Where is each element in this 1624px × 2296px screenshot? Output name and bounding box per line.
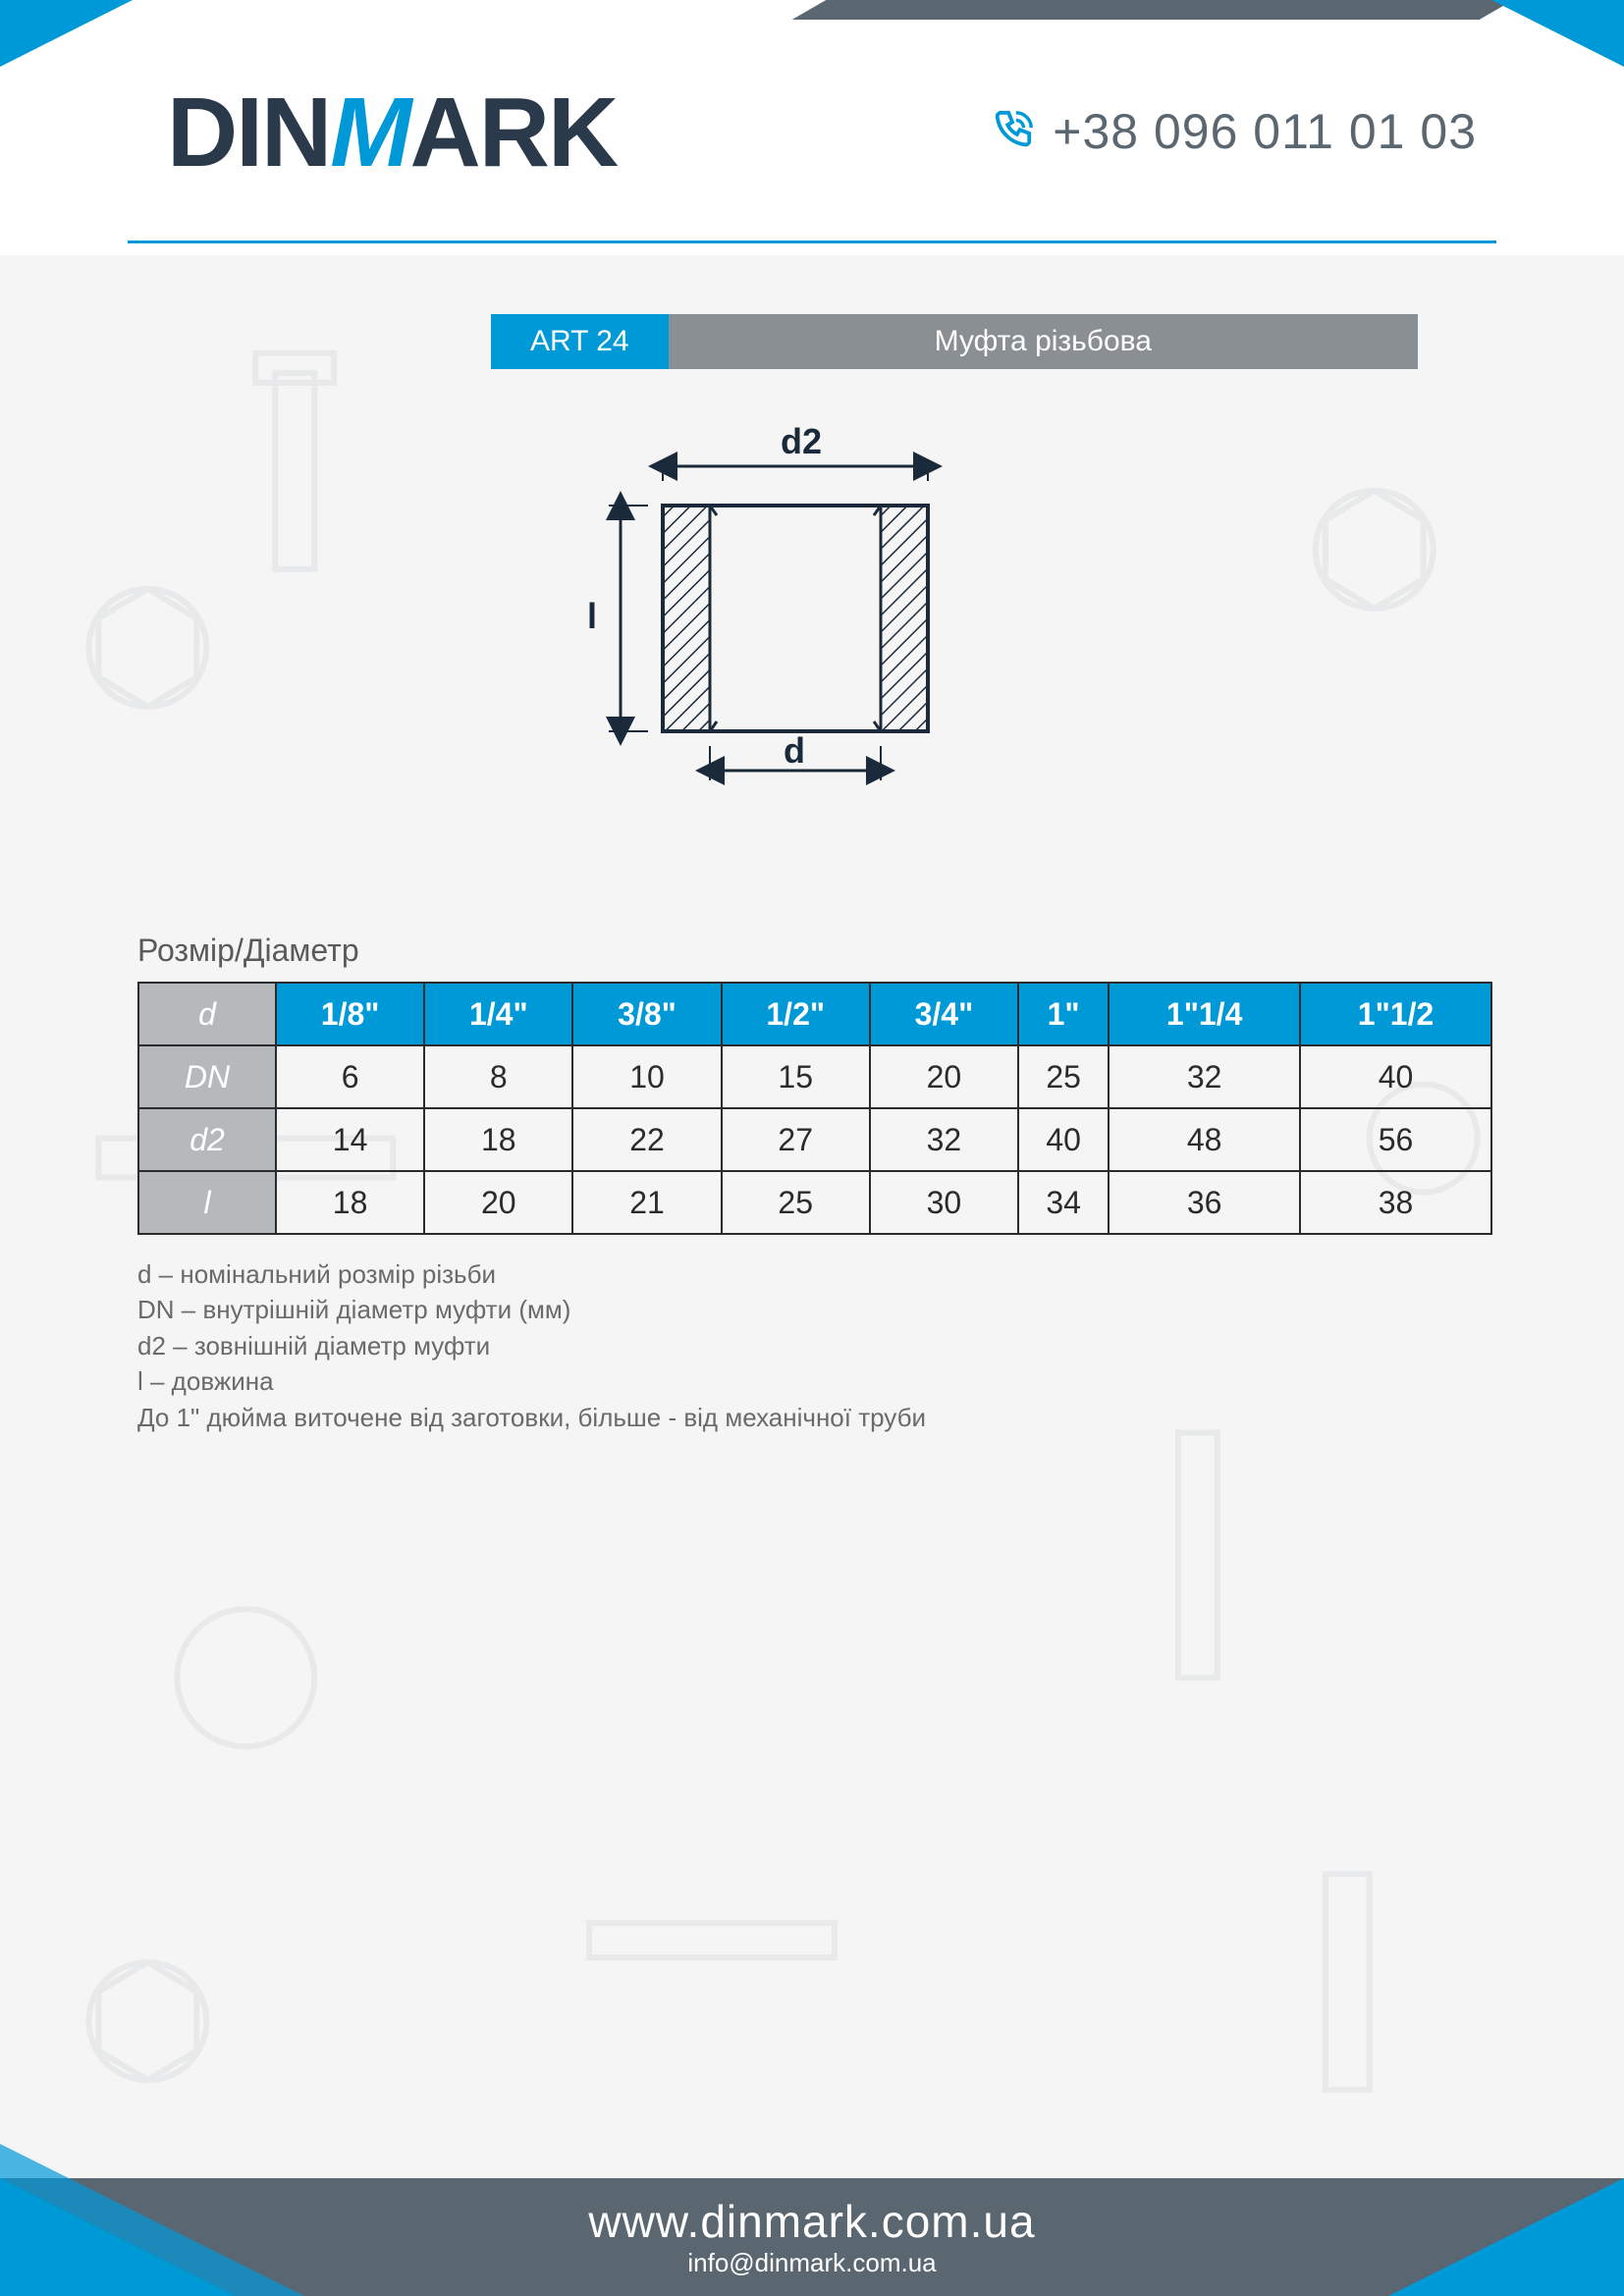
page: DINMARK +38 096 011 01 03 ART 24 Муфта р… [0,0,1624,2296]
table-cell: 36 [1109,1171,1300,1234]
note-line: d – номінальний розмір різьби [137,1256,926,1292]
table-cell: 14 [276,1108,424,1171]
table-caption: Розмір/Діаметр [137,933,359,969]
phone-block: +38 096 011 01 03 [990,103,1477,160]
col-header: 1"1/2 [1300,983,1491,1045]
table-cell: 40 [1018,1108,1109,1171]
col-header: 3/8" [572,983,721,1045]
table-cell: 15 [722,1045,870,1108]
header-accent-left [0,0,133,67]
col-header: 3/4" [870,983,1018,1045]
table-cell: 21 [572,1171,721,1234]
title-code: ART 24 [491,314,669,369]
row-header: l [138,1171,276,1234]
table-cell: 32 [1109,1045,1300,1108]
table-cell: 40 [1300,1045,1491,1108]
table-cell: 32 [870,1108,1018,1171]
row-header: DN [138,1045,276,1108]
table-cell: 6 [276,1045,424,1108]
footer: www.dinmark.com.ua info@dinmark.com.ua [0,2139,1624,2296]
header-rule [128,240,1496,243]
table-cell: 18 [276,1171,424,1234]
col-header: 1/8" [276,983,424,1045]
note-line: d2 – зовнішній діаметр муфти [137,1328,926,1363]
footer-url: www.dinmark.com.ua [0,2195,1624,2248]
row-header: d2 [138,1108,276,1171]
notes: d – номінальний розмір різьби DN – внутр… [137,1256,926,1435]
table-cell: 38 [1300,1171,1491,1234]
col-header: 1"1/4 [1109,983,1300,1045]
note-line: l – довжина [137,1363,926,1399]
table-row: d2 14 18 22 27 32 40 48 56 [138,1108,1491,1171]
title-bar: ART 24 Муфта різьбова [491,314,1418,369]
col-header: 1/4" [424,983,572,1045]
table-cell: 8 [424,1045,572,1108]
table-cell: 20 [870,1045,1018,1108]
logo-m: M [330,78,409,187]
phone-icon [990,109,1035,154]
note-line: До 1" дюйма виточене від заготовки, біль… [137,1400,926,1435]
note-line: DN – внутрішній діаметр муфти (мм) [137,1292,926,1327]
header: DINMARK +38 096 011 01 03 [0,0,1624,255]
spec-table: d 1/8" 1/4" 3/8" 1/2" 3/4" 1" 1"1/4 1"1/… [137,982,1492,1235]
table-cell: 25 [1018,1045,1109,1108]
footer-text: www.dinmark.com.ua info@dinmark.com.ua [0,2195,1624,2278]
table-cell: 48 [1109,1108,1300,1171]
row-header: d [138,983,276,1045]
diagram-label-d2: d2 [781,421,822,461]
title-desc: Муфта різьбова [669,314,1418,369]
diagram-label-l: l [587,596,597,636]
table-cell: 25 [722,1171,870,1234]
table-row: l 18 20 21 25 30 34 36 38 [138,1171,1491,1234]
diagram-label-d: d [784,730,805,771]
table-cell: 34 [1018,1171,1109,1234]
table-cell: 22 [572,1108,721,1171]
logo-suffix: ARK [410,78,618,187]
table-cell: 27 [722,1108,870,1171]
table-cell: 20 [424,1171,572,1234]
technical-diagram: d2 l d [550,412,972,825]
header-accent-right [1491,0,1624,67]
table-row: d 1/8" 1/4" 3/8" 1/2" 3/4" 1" 1"1/4 1"1/… [138,983,1491,1045]
phone-number: +38 096 011 01 03 [1053,103,1477,160]
col-header: 1/2" [722,983,870,1045]
table-cell: 56 [1300,1108,1491,1171]
table-cell: 18 [424,1108,572,1171]
header-stripe [792,0,1514,20]
footer-email: info@dinmark.com.ua [0,2248,1624,2278]
table-cell: 30 [870,1171,1018,1234]
logo: DINMARK [167,77,617,189]
logo-prefix: DIN [167,78,330,187]
table-row: DN 6 8 10 15 20 25 32 40 [138,1045,1491,1108]
table-cell: 10 [572,1045,721,1108]
col-header: 1" [1018,983,1109,1045]
